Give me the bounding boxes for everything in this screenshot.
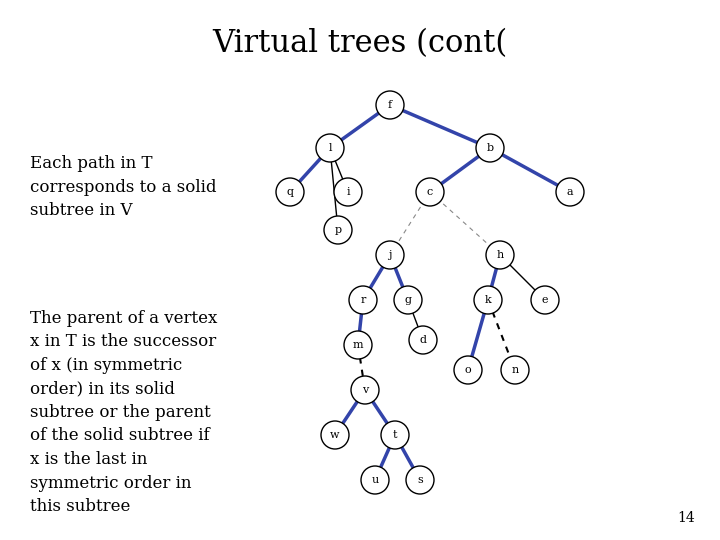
Circle shape bbox=[344, 331, 372, 359]
Circle shape bbox=[351, 376, 379, 404]
Circle shape bbox=[321, 421, 349, 449]
Text: h: h bbox=[496, 250, 503, 260]
Text: b: b bbox=[487, 143, 494, 153]
Circle shape bbox=[409, 326, 437, 354]
Circle shape bbox=[316, 134, 344, 162]
Text: a: a bbox=[567, 187, 573, 197]
Text: k: k bbox=[485, 295, 491, 305]
Circle shape bbox=[406, 466, 434, 494]
Circle shape bbox=[334, 178, 362, 206]
Text: d: d bbox=[420, 335, 426, 345]
Circle shape bbox=[394, 286, 422, 314]
Text: w: w bbox=[330, 430, 340, 440]
Circle shape bbox=[276, 178, 304, 206]
Circle shape bbox=[486, 241, 514, 269]
Circle shape bbox=[474, 286, 502, 314]
Text: f: f bbox=[388, 100, 392, 110]
Circle shape bbox=[349, 286, 377, 314]
Circle shape bbox=[476, 134, 504, 162]
Circle shape bbox=[531, 286, 559, 314]
Circle shape bbox=[454, 356, 482, 384]
Text: g: g bbox=[405, 295, 412, 305]
Text: Each path in T
corresponds to a solid
subtree in V: Each path in T corresponds to a solid su… bbox=[30, 155, 217, 219]
Circle shape bbox=[381, 421, 409, 449]
Text: u: u bbox=[372, 475, 379, 485]
Text: o: o bbox=[464, 365, 472, 375]
Text: s: s bbox=[417, 475, 423, 485]
Circle shape bbox=[324, 216, 352, 244]
Circle shape bbox=[376, 241, 404, 269]
Text: 14: 14 bbox=[678, 511, 695, 525]
Text: e: e bbox=[541, 295, 548, 305]
Text: j: j bbox=[388, 250, 392, 260]
Text: l: l bbox=[328, 143, 332, 153]
Circle shape bbox=[361, 466, 389, 494]
Text: Virtual trees (cont(: Virtual trees (cont( bbox=[212, 28, 508, 59]
Text: r: r bbox=[360, 295, 366, 305]
Circle shape bbox=[416, 178, 444, 206]
Text: The parent of a vertex
x in T is the successor
of x (in symmetric
order) in its : The parent of a vertex x in T is the suc… bbox=[30, 310, 217, 515]
Circle shape bbox=[376, 91, 404, 119]
Text: i: i bbox=[346, 187, 350, 197]
Circle shape bbox=[501, 356, 529, 384]
Text: m: m bbox=[353, 340, 364, 350]
Circle shape bbox=[556, 178, 584, 206]
Text: n: n bbox=[511, 365, 518, 375]
Text: q: q bbox=[287, 187, 294, 197]
Text: v: v bbox=[362, 385, 368, 395]
Text: c: c bbox=[427, 187, 433, 197]
Text: p: p bbox=[334, 225, 341, 235]
Text: t: t bbox=[392, 430, 397, 440]
